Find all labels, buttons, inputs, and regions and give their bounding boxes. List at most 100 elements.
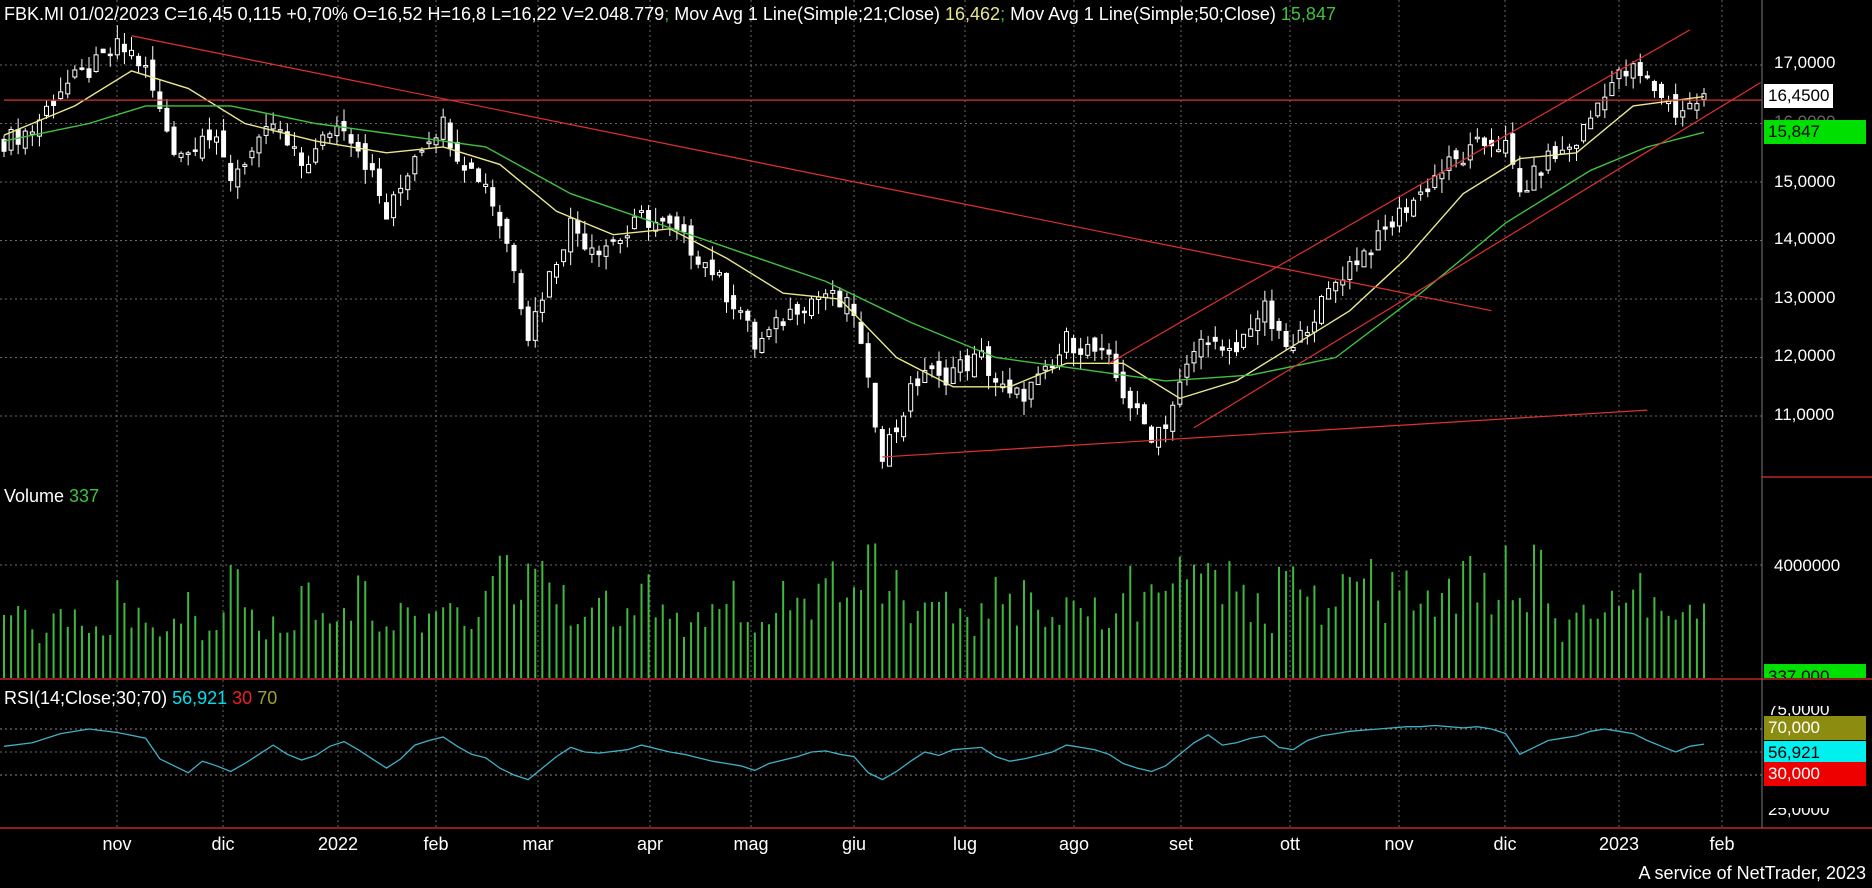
volume-bar-116 (824, 578, 827, 678)
volume-bar-97 (690, 622, 693, 678)
volume-bar-115 (817, 583, 820, 678)
candle-body-36 (256, 136, 262, 154)
volume-bar-16 (116, 580, 119, 678)
x-label-nov: nov (102, 834, 132, 854)
candle-body-184 (1304, 332, 1310, 336)
volume-bar-202 (1433, 616, 1436, 678)
x-label-set: set (1168, 834, 1194, 854)
volume-bar-139 (987, 618, 990, 678)
volume-bar-26 (187, 592, 190, 678)
candle-body-125 (886, 434, 892, 467)
candle-body-117 (830, 289, 836, 294)
volume-bar-69 (491, 576, 494, 678)
candle-body-62 (440, 116, 446, 140)
volume-bar-75 (534, 568, 537, 678)
candle-body-198 (1404, 207, 1409, 213)
candle-body-79 (561, 249, 567, 263)
price-tick-13: 13,0000 (1774, 288, 1836, 307)
volume-header: Volume 337 (4, 486, 99, 507)
ma50-label: Mov Avg 1 Line(Simple;50;Close) (1005, 4, 1276, 24)
candle-body-58 (412, 156, 418, 175)
rsi-path (3, 724, 1705, 781)
candle-body-61 (433, 137, 439, 146)
candle-body-121 (858, 321, 864, 344)
candle-body-11 (79, 67, 85, 70)
candle-body-70 (497, 211, 503, 227)
price-candles (1, 25, 1707, 469)
candle-body-104 (738, 310, 744, 313)
volume-bar-47 (335, 621, 338, 678)
candle-body-221 (1566, 146, 1572, 150)
candle-body-69 (490, 187, 496, 207)
volume-bar-187 (1327, 608, 1330, 678)
candle-body-207 (1467, 144, 1473, 161)
header-sep-1: ; (664, 4, 670, 24)
candle-body-7 (51, 100, 57, 106)
candle-body-12 (86, 68, 92, 78)
volume-bar-72 (513, 604, 515, 678)
candle-body-103 (731, 295, 737, 310)
volume-bar-20 (144, 622, 147, 678)
volume-bar-134 (952, 623, 955, 678)
trendline-0 (131, 35, 1492, 312)
candle-body-128 (908, 383, 914, 412)
candle-body-110 (780, 321, 786, 326)
volume-bar-65 (463, 625, 466, 678)
volume-bar-18 (130, 627, 133, 678)
candle-body-232 (1644, 75, 1650, 79)
candle-body-114 (809, 298, 814, 317)
volume-bar-137 (973, 635, 976, 678)
volume-bar-25 (180, 623, 183, 678)
candle-body-145 (1028, 381, 1034, 400)
volume-bar-58 (413, 615, 416, 678)
candle-body-100 (709, 259, 715, 276)
volume-bar-149 (1058, 624, 1061, 678)
volume-bar-43 (307, 582, 310, 678)
volume-bar-89 (633, 615, 636, 678)
volume-bar-86 (612, 626, 615, 678)
volume-bar-163 (1157, 592, 1160, 678)
volume-bar-219 (1554, 618, 1557, 678)
volume-bar-234 (1660, 610, 1663, 678)
candle-body-212 (1503, 139, 1509, 154)
volume-bar-154 (1093, 597, 1096, 678)
volume-bar-13 (95, 626, 98, 678)
volume-bar-208 (1476, 602, 1479, 678)
volume-bar-46 (328, 623, 331, 678)
candle-body-215 (1524, 190, 1530, 193)
volume-bar-130 (923, 602, 926, 678)
volume-bar-217 (1540, 549, 1543, 678)
volume-bar-110 (782, 580, 785, 678)
candle-body-123 (872, 382, 878, 428)
candle-body-39 (277, 129, 283, 132)
candle-body-80 (568, 217, 574, 253)
candle-body-213 (1510, 133, 1516, 165)
candle-body-57 (405, 175, 411, 191)
volume-bar-121 (860, 590, 863, 678)
volume-bar-225 (1596, 618, 1599, 678)
volume-bar-120 (853, 587, 855, 678)
candle-body-172 (1219, 346, 1225, 351)
volume-bar-56 (399, 602, 402, 678)
candle-body-27 (192, 149, 198, 152)
volume-bar-239 (1695, 618, 1698, 678)
volume-bar-123 (874, 543, 877, 678)
candle-body-228 (1616, 69, 1622, 80)
candle-body-226 (1602, 96, 1608, 111)
volume-bar-19 (137, 607, 140, 678)
candle-body-105 (745, 310, 751, 321)
candle-body-132 (936, 360, 942, 376)
rsi-label: RSI(14;Close;30;70) (4, 688, 168, 708)
volume-bar-201 (1426, 590, 1429, 678)
x-label-ott: ott (1279, 834, 1301, 854)
volume-bar-111 (789, 610, 792, 678)
price-tick-15: 15,0000 (1774, 172, 1836, 191)
price-tick-11: 11,0000 (1774, 405, 1835, 424)
candle-body-219 (1552, 146, 1558, 159)
candle-body-85 (603, 245, 609, 257)
candle-body-19 (136, 55, 142, 67)
volume-bar-125 (888, 590, 891, 678)
volume-bar-223 (1582, 604, 1585, 678)
volume-bar-158 (1122, 593, 1125, 678)
candle-body-33 (235, 168, 241, 188)
